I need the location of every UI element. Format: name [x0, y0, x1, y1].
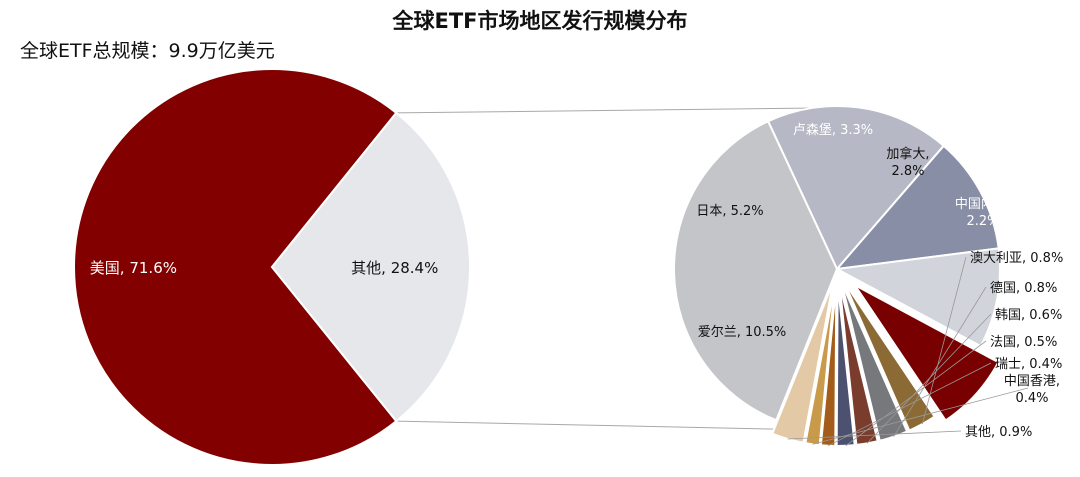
- breakdown-label-6: 韩国, 0.6%: [995, 308, 1062, 323]
- label-leader-9: [812, 387, 1029, 445]
- main-pie: [73, 68, 471, 466]
- breakdown-label-0: 日本, 5.2%: [696, 204, 763, 219]
- breakdown-label-7: 法国, 0.5%: [990, 335, 1057, 350]
- main-slice-1: [270, 111, 471, 423]
- breakdown-label-10: 其他, 0.9%: [965, 425, 1032, 440]
- connector-top: [396, 107, 819, 114]
- main-slice-label-1: 其他, 28.4%: [351, 259, 438, 277]
- breakdown-pie: [673, 105, 1002, 447]
- breakdown-slice-8: [819, 282, 838, 447]
- breakdown-label-8: 瑞士, 0.4%: [995, 357, 1062, 372]
- main-slice-label-0: 美国, 71.6%: [90, 259, 177, 277]
- main-slice-0: [73, 68, 398, 466]
- chart-title: 全球ETF市场地区发行规模分布: [392, 9, 688, 33]
- label-leader-6: [866, 313, 992, 444]
- label-leader-7: [845, 340, 987, 447]
- label-leader-10: [787, 430, 962, 440]
- breakdown-label-9: 中国香港, 0.4%: [1004, 374, 1060, 406]
- breakdown-label-5: 德国, 0.8%: [990, 281, 1057, 296]
- breakdown-slice-3: [853, 284, 1000, 422]
- breakdown-label-4: 澳大利亚, 0.8%: [970, 250, 1063, 266]
- breakdown-slice-6: [838, 282, 879, 447]
- connector-lines: [396, 107, 819, 431]
- breakdown-slice-4: [842, 280, 936, 432]
- breakdown-slice-1: [834, 144, 1000, 271]
- breakdown-label-1: 卢森堡, 3.3%: [793, 122, 873, 138]
- label-leader-8: [827, 362, 992, 447]
- breakdown-label-3: 中国内地, 2.2%: [955, 196, 1011, 229]
- breakdown-slice-2: [833, 247, 1002, 348]
- breakdown-slice-11: [673, 119, 839, 422]
- breakdown-label-11: 爱尔兰, 10.5%: [698, 325, 787, 340]
- label-leader-4: [921, 256, 967, 425]
- breakdown-slice-9: [804, 282, 837, 447]
- breakdown-slice-0: [766, 105, 946, 271]
- slice-labels: 美国, 71.6% 其他, 28.4% 日本, 5.2% 卢森堡, 3.3% 加拿大, 2…: [90, 122, 1063, 447]
- chart-subtitle: 全球ETF总规模：9.9万亿美元: [20, 40, 275, 62]
- breakdown-label-2: 加拿大, 2.8%: [886, 146, 929, 179]
- label-leader-5: [893, 286, 987, 437]
- connector-bottom: [396, 420, 819, 431]
